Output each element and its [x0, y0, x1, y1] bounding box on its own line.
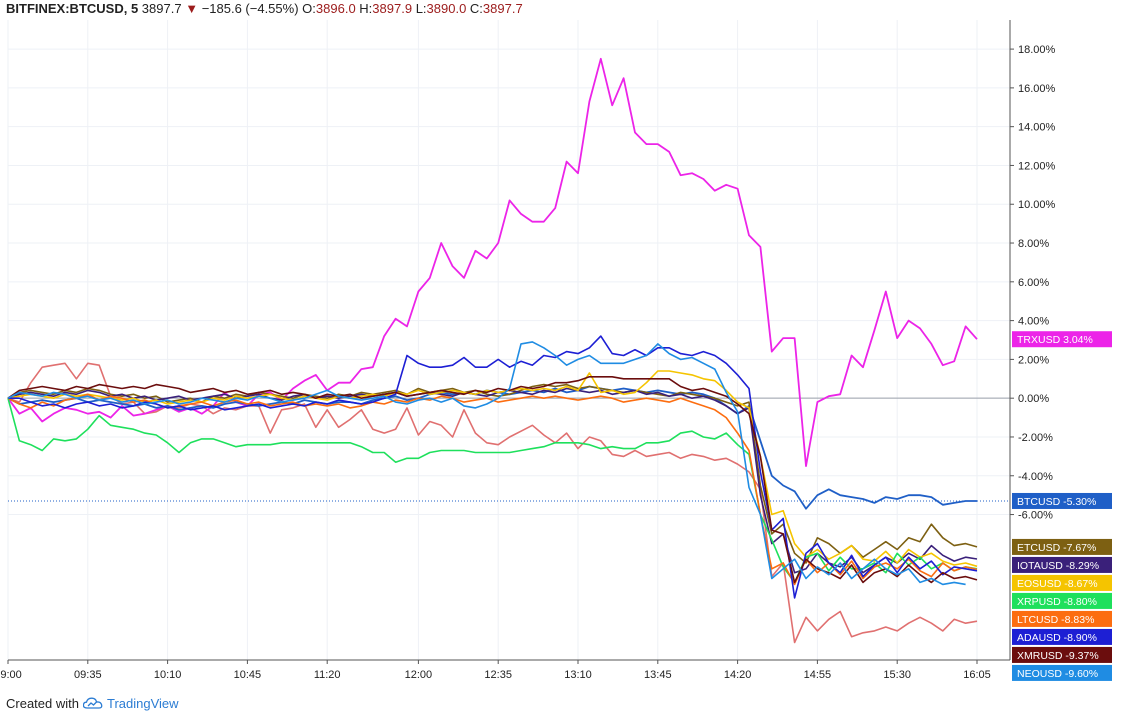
- price-tag-bg: [1012, 592, 1112, 609]
- x-tick-label: 11:20: [314, 669, 341, 681]
- close-label: C:: [469, 1, 483, 16]
- x-tick-label: 12:00: [405, 669, 433, 681]
- x-tick-label: 12:35: [484, 669, 512, 681]
- y-tick-label: -2.00%: [1018, 432, 1053, 444]
- x-tick-label: 13:45: [644, 669, 672, 681]
- y-tick-label: 18.00%: [1018, 44, 1056, 56]
- high-value: 3897.9: [372, 1, 413, 16]
- price-tag-btcusd: BTCUSD -5.30%: [1012, 492, 1112, 509]
- y-tick-label: 0.00%: [1018, 393, 1049, 405]
- x-tick-label: 10:10: [154, 669, 182, 681]
- price-tag-bg: [1012, 646, 1112, 663]
- change-value: −185.6 (−4.55%): [201, 1, 299, 16]
- x-tick-label: 09:35: [74, 669, 102, 681]
- axes: [8, 20, 1011, 661]
- y-tick-label: 14.00%: [1018, 122, 1056, 134]
- series-line-btcusd[interactable]: [7, 385, 977, 510]
- y-tick-label: 12.00%: [1018, 160, 1056, 172]
- series-line-etcusd[interactable]: [7, 383, 978, 564]
- y-tick-label: -6.00%: [1018, 510, 1053, 522]
- low-value: 3890.0: [426, 1, 467, 16]
- x-tick-label: 16:05: [963, 669, 991, 681]
- price-tag-label: ETCUSD -7.67%: [1017, 542, 1096, 554]
- high-label: H:: [359, 1, 373, 16]
- price-tag-label: ADAUSD -8.90%: [1017, 632, 1097, 644]
- x-tick-label: 14:20: [724, 669, 752, 681]
- price-tag-label: IOTAUSD -8.29%: [1017, 560, 1099, 572]
- grid-lines: [7, 20, 1010, 660]
- y-tick-label: 10.00%: [1018, 199, 1056, 211]
- series-line-neousd[interactable]: [7, 341, 966, 586]
- series-line-eosusd[interactable]: [7, 370, 978, 568]
- zero-baseline: [8, 397, 1010, 502]
- series-line-xmrusd[interactable]: [7, 375, 978, 584]
- low-label: L:: [415, 1, 427, 16]
- x-tick-label: 13:10: [564, 669, 592, 681]
- x-tick-label: 14:55: [804, 669, 832, 681]
- tradingview-brand[interactable]: TradingView: [106, 696, 179, 711]
- y-tick-label: -4.00%: [1018, 471, 1053, 483]
- price-tag-xrpusd: XRPUSD -8.80%: [1012, 592, 1112, 609]
- x-axis-ticks: 09:00 09:35 10:10 10:45 11:20 12:00 12:35 13:10…: [0, 660, 991, 681]
- price-tag-xmrusd: XMRUSD -9.37%: [1012, 646, 1112, 663]
- series-line-adausd[interactable]: [8, 335, 978, 599]
- price-tags: TRXUSD 3.04% BTCUSD -5.30% ETCUSD -7.67% IO…: [1012, 331, 1112, 681]
- price-tag-etcusd: ETCUSD -7.67%: [1012, 538, 1112, 555]
- price-tag-label: LTCUSD -8.83%: [1017, 614, 1094, 626]
- series-line-unlabeled[interactable]: [7, 362, 978, 644]
- x-tick-label: 09:00: [0, 669, 22, 681]
- y-tick-label: 8.00%: [1018, 238, 1049, 250]
- y-tick-label: 4.00%: [1018, 316, 1049, 328]
- y-axis-ticks: 18.00% 16.00% 14.00% 12.00% 10.00% 8.00% 6.00%…: [1010, 44, 1056, 522]
- series-line-xrpusd[interactable]: [7, 397, 978, 584]
- change-arrow-icon: ▼: [185, 1, 199, 16]
- y-tick-label: 16.00%: [1018, 83, 1056, 95]
- x-tick-label: 10:45: [234, 669, 262, 681]
- price-tag-bg: [1012, 574, 1112, 591]
- symbol-label[interactable]: BITFINEX:BTCUSD, 5: [6, 1, 139, 16]
- open-value: 3896.0: [315, 1, 356, 16]
- price-tag-neousd: NEOUSD -9.60%: [1012, 664, 1112, 681]
- series-line-trxusd[interactable]: [7, 57, 978, 468]
- price-tag-eosusd: EOSUSD -8.67%: [1012, 574, 1112, 591]
- price-tag-bg: [1012, 538, 1112, 555]
- price-tag-trxusd: TRXUSD 3.04%: [1012, 331, 1112, 348]
- price-tag-bg: [1012, 556, 1112, 573]
- price-tag-label: TRXUSD 3.04%: [1017, 334, 1093, 346]
- series-lines: [7, 57, 978, 644]
- price-tag-iotausd: IOTAUSD -8.29%: [1012, 556, 1112, 573]
- y-tick-label: 2.00%: [1018, 354, 1049, 366]
- series-line-iotausd[interactable]: [7, 387, 978, 574]
- x-tick-label: 15:30: [883, 669, 911, 681]
- price-tag-ltcusd: LTCUSD -8.83%: [1012, 610, 1112, 627]
- tradingview-cloud-icon: [82, 697, 103, 709]
- price-tag-bg: [1012, 628, 1112, 645]
- chart-header: BITFINEX:BTCUSD, 5 3897.7 ▼ −185.6 (−4.5…: [6, 0, 523, 18]
- footer: Created with TradingView: [6, 696, 179, 711]
- price-tag-label: NEOUSD -9.60%: [1017, 668, 1098, 680]
- open-label: O:: [302, 1, 316, 16]
- price-tag-bg: [1012, 664, 1112, 681]
- price-tag-label: XRPUSD -8.80%: [1017, 596, 1097, 608]
- price-tag-bg: [1012, 492, 1112, 509]
- series-line-ltcusd[interactable]: [7, 393, 978, 586]
- price-tag-bg: [1012, 331, 1112, 348]
- price-tag-label: BTCUSD -5.30%: [1017, 496, 1096, 508]
- price-tag-bg: [1012, 610, 1112, 627]
- close-value: 3897.7: [482, 1, 523, 16]
- price-tag-label: XMRUSD -9.37%: [1017, 650, 1099, 662]
- created-with-label: Created with: [6, 696, 79, 711]
- last-price: 3897.7: [141, 1, 182, 16]
- y-tick-label: 6.00%: [1018, 277, 1049, 289]
- price-tag-label: EOSUSD -8.67%: [1017, 578, 1098, 590]
- price-tag-adausd: ADAUSD -8.90%: [1012, 628, 1112, 645]
